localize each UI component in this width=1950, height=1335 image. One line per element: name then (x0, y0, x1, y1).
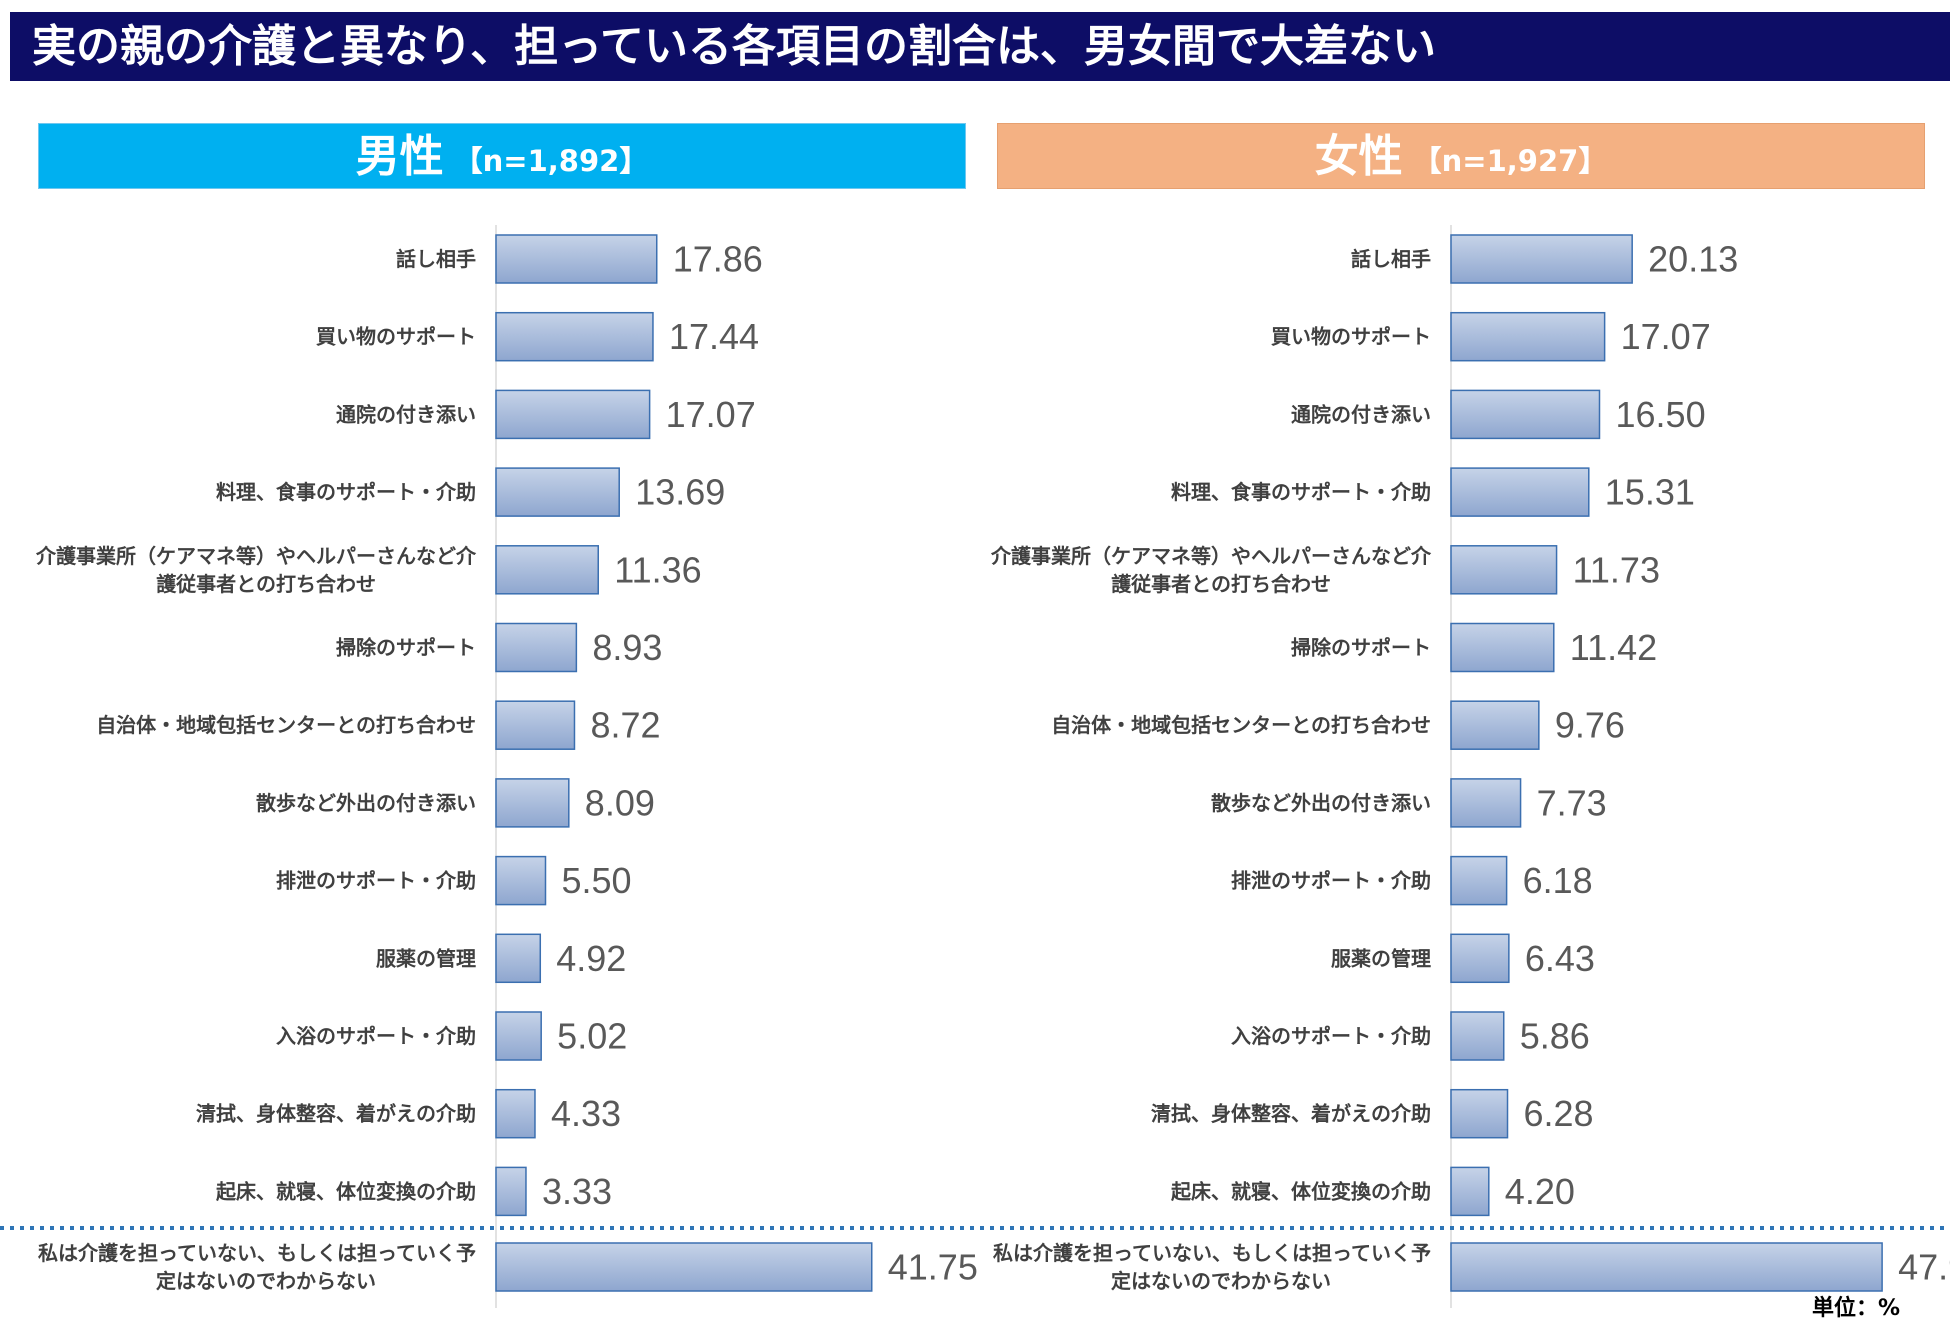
male-sample-size: 【n=1,892】 (453, 144, 649, 178)
male-value-label: 4.33 (551, 1093, 621, 1134)
female-value-label: 5.86 (1520, 1016, 1590, 1057)
male-bar (495, 700, 576, 750)
female-bar (1450, 1088, 1509, 1139)
male-value-label: 4.92 (556, 938, 626, 979)
male-bar (495, 311, 654, 362)
female-value-label: 11.42 (1570, 627, 1657, 668)
female-value-label: 17.07 (1621, 316, 1711, 357)
female-panel-header: 女性 【n=1,927】 (997, 123, 1925, 189)
female-value-label: 20.13 (1648, 239, 1738, 280)
female-bar (1450, 622, 1555, 673)
female-bar (1450, 778, 1522, 828)
male-category-label: 排泄のサポート・介助 (276, 869, 476, 893)
female-category-label: 排泄のサポート・介助 (1231, 869, 1431, 893)
female-sample-size: 【n=1,927】 (1412, 144, 1608, 178)
female-value-label: 9.76 (1555, 705, 1625, 746)
male-value-label: 5.50 (562, 860, 632, 901)
male-bar (495, 933, 542, 984)
male-category-label: 服薬の管理 (376, 946, 476, 970)
male-category-label: 入浴のサポート・介助 (276, 1024, 476, 1048)
male-bar (495, 389, 651, 440)
male-bar (495, 1088, 536, 1139)
female-category-label: 買い物のサポート (1271, 325, 1431, 349)
female-value-label: 6.43 (1525, 938, 1595, 979)
page-title: 実の親の介護と異なり、担っている各項目の割合は、男女間で大差ない (10, 12, 1950, 81)
female-bar-chart: 20.13 話し相手 17.07 買い物のサポート 16.50 通院の付き添い 15.31 料… (990, 225, 1950, 1308)
female-category-label: 定はないのでわからない (1111, 1269, 1331, 1293)
female-bar (1450, 1011, 1505, 1061)
male-value-label: 8.09 (585, 782, 655, 823)
male-category-label: 通院の付き添い (336, 402, 476, 426)
male-value-label: 11.36 (614, 549, 701, 590)
female-value-label: 6.28 (1524, 1093, 1594, 1134)
male-bar (495, 1242, 873, 1292)
male-panel-header: 男性 【n=1,892】 (38, 123, 966, 189)
female-bar (1450, 855, 1508, 906)
male-category-label: 話し相手 (396, 247, 476, 271)
male-category-label: 散歩など外出の付き添い (256, 791, 476, 815)
female-bar (1450, 311, 1606, 362)
male-category-label: 護従事者との打ち合わせ (156, 572, 376, 596)
male-bar (495, 1166, 527, 1217)
male-value-label: 13.69 (635, 472, 725, 513)
male-category-label: 私は介護を担っていない、もしくは担っていく予 (38, 1241, 476, 1265)
female-bar (1450, 234, 1633, 284)
female-category-label: 介護事業所（ケアマネ等）やヘルパーさんなど介 (990, 544, 1432, 568)
female-category-label: 話し相手 (1351, 247, 1431, 271)
female-bar (1450, 700, 1540, 750)
male-bar-chart: 17.86 話し相手 17.44 買い物のサポート 17.07 通院の付き添い 13.69 料… (35, 225, 978, 1308)
male-value-label: 41.75 (888, 1247, 978, 1288)
female-value-label: 47.90 (1898, 1247, 1950, 1288)
male-category-label: 料理、食事のサポート・介助 (216, 480, 476, 504)
female-value-label: 16.50 (1616, 394, 1706, 435)
female-panel-label: 女性 (1314, 131, 1403, 182)
female-category-label: 自治体・地域包括センターとの打ち合わせ (1051, 713, 1431, 737)
female-category-label: 起床、就寝、体位変換の介助 (1170, 1179, 1431, 1203)
female-bar (1450, 1242, 1883, 1292)
male-value-label: 17.86 (673, 239, 763, 280)
female-bar (1450, 933, 1510, 984)
female-bar (1450, 467, 1590, 517)
male-category-label: 清拭、身体整容、着がえの介助 (196, 1102, 476, 1126)
male-bar (495, 545, 599, 595)
female-bar (1450, 545, 1558, 595)
female-value-label: 6.18 (1523, 860, 1593, 901)
male-bar (495, 467, 620, 517)
unit-label: 単位：% (1812, 1296, 1901, 1321)
female-category-label: 入浴のサポート・介助 (1231, 1024, 1431, 1048)
male-value-label: 5.02 (557, 1016, 627, 1057)
male-panel-label: 男性 (355, 131, 444, 182)
male-bar (495, 778, 570, 828)
female-category-label: 通院の付き添い (1291, 402, 1431, 426)
female-bar (1450, 1166, 1490, 1217)
female-category-label: 私は介護を担っていない、もしくは担っていく予 (993, 1241, 1431, 1265)
male-value-label: 17.07 (666, 394, 756, 435)
male-value-label: 8.72 (590, 705, 660, 746)
male-bar (495, 855, 547, 906)
female-value-label: 4.20 (1505, 1171, 1575, 1212)
male-bar (495, 1011, 542, 1061)
female-value-label: 7.73 (1537, 782, 1607, 823)
male-category-label: 買い物のサポート (316, 325, 476, 349)
female-category-label: 散歩など外出の付き添い (1211, 791, 1431, 815)
female-category-label: 護従事者との打ち合わせ (1111, 572, 1331, 596)
male-category-label: 起床、就寝、体位変換の介助 (215, 1179, 476, 1203)
male-category-label: 掃除のサポート (336, 636, 476, 660)
female-category-label: 料理、食事のサポート・介助 (1171, 480, 1431, 504)
male-bar (495, 234, 658, 284)
male-value-label: 8.93 (592, 627, 662, 668)
male-category-label: 自治体・地域包括センターとの打ち合わせ (96, 713, 476, 737)
male-value-label: 3.33 (542, 1171, 612, 1212)
female-value-label: 11.73 (1573, 549, 1660, 590)
male-value-label: 17.44 (669, 316, 759, 357)
male-category-label: 定はないのでわからない (156, 1269, 376, 1293)
male-bar (495, 622, 578, 673)
female-value-label: 15.31 (1605, 472, 1695, 513)
female-category-label: 服薬の管理 (1331, 946, 1431, 970)
male-category-label: 介護事業所（ケアマネ等）やヘルパーさんなど介 (35, 544, 477, 568)
female-category-label: 掃除のサポート (1291, 636, 1431, 660)
female-category-label: 清拭、身体整容、着がえの介助 (1151, 1102, 1431, 1126)
female-bar (1450, 389, 1601, 440)
